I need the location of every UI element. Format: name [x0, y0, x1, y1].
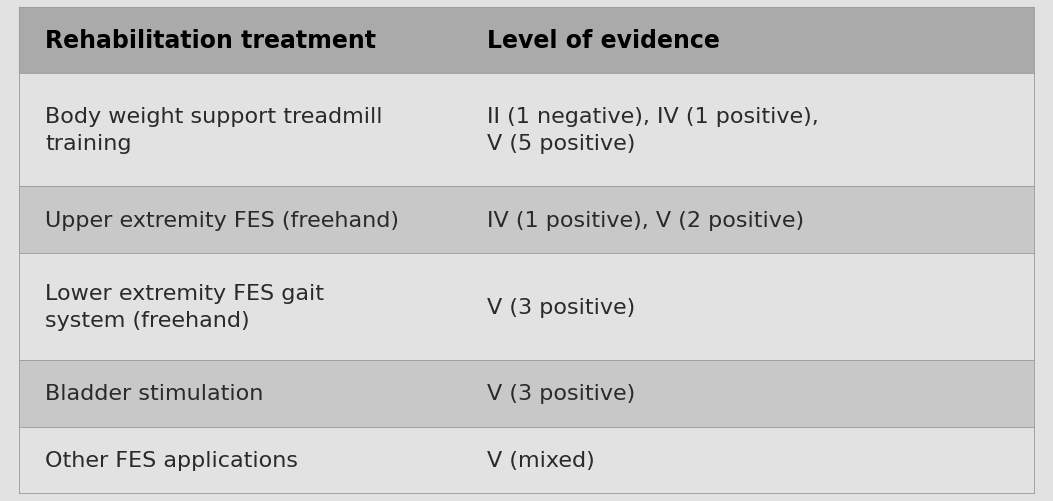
Text: Other FES applications: Other FES applications — [45, 450, 298, 470]
Text: Rehabilitation treatment: Rehabilitation treatment — [45, 29, 376, 53]
Text: Bladder stimulation: Bladder stimulation — [45, 384, 263, 404]
Text: IV (1 positive), V (2 positive): IV (1 positive), V (2 positive) — [486, 210, 804, 230]
Bar — [19, 74, 1034, 187]
Text: II (1 negative), IV (1 positive),
V (5 positive): II (1 negative), IV (1 positive), V (5 p… — [486, 107, 818, 154]
Bar — [19, 427, 1034, 493]
Text: V (3 positive): V (3 positive) — [486, 297, 635, 317]
Text: Upper extremity FES (freehand): Upper extremity FES (freehand) — [45, 210, 399, 230]
Bar — [19, 187, 1034, 254]
Text: Lower extremity FES gait
system (freehand): Lower extremity FES gait system (freehan… — [45, 284, 324, 331]
Bar — [19, 360, 1034, 427]
Bar — [19, 8, 1034, 74]
Text: V (3 positive): V (3 positive) — [486, 384, 635, 404]
Bar — [19, 254, 1034, 360]
Text: V (mixed): V (mixed) — [486, 450, 595, 470]
Text: Level of evidence: Level of evidence — [486, 29, 719, 53]
Text: Body weight support treadmill
training: Body weight support treadmill training — [45, 107, 383, 154]
